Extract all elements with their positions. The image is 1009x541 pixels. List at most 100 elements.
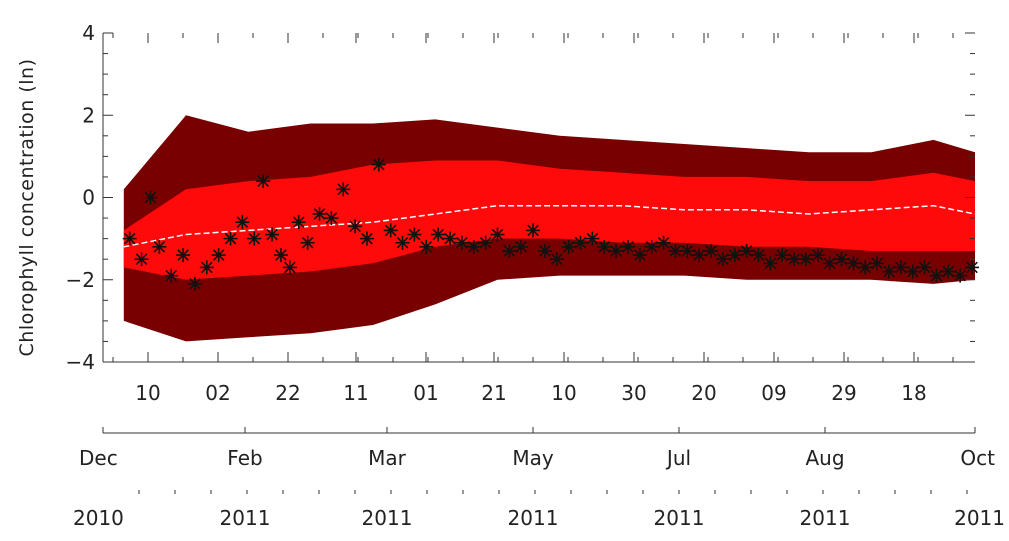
x-month-label: Mar [368,446,407,470]
observation-point [692,248,707,263]
x-day-label: 09 [761,381,786,405]
observation-point [134,252,149,267]
observation-point [300,235,315,250]
observation-point [561,239,576,254]
x-day-label: 01 [413,381,438,405]
observation-point [727,248,742,263]
observation-point [235,215,250,230]
observation-point [822,256,837,271]
observation-point [395,235,410,250]
observation-point [143,190,158,205]
y-tick-label: 2 [82,103,95,127]
observation-point [680,243,695,258]
x-year-label: 2011 [954,506,1005,530]
observation-point [187,276,202,291]
x-year-label: 2010 [73,506,124,530]
x-day-label: 18 [901,381,926,405]
x-year-label: 2011 [362,506,413,530]
observation-point [620,239,635,254]
observation-point [211,248,226,263]
observation-point [122,231,137,246]
observation-point [656,235,671,250]
observation-point [478,235,493,250]
observation-point [199,260,214,275]
observation-point [715,252,730,267]
observation-point [905,264,920,279]
observation-point [573,235,588,250]
observation-point [336,182,351,197]
observation-point [668,243,683,258]
observation-point [846,256,861,271]
observation-point [348,219,363,234]
observation-point [881,264,896,279]
y-tick-label: −4 [66,350,95,374]
observation-point [704,243,719,258]
x-day-label: 30 [621,381,646,405]
observation-point [359,231,374,246]
x-day-label: 29 [831,381,856,405]
y-axis-title: Chlorophyll concentration (ln) [16,59,38,357]
observation-point [443,231,458,246]
x-month-label: Dec [79,446,118,470]
observation-point [929,268,944,283]
x-day-label: 22 [275,381,300,405]
observation-point [775,248,790,263]
observation-point [739,243,754,258]
observation-point [585,231,600,246]
x-month-label: Jul [665,446,691,470]
observation-point [763,256,778,271]
observation-point [514,239,529,254]
observation-point [490,227,505,242]
axis-labels: 4 2 0 −2 −4 Chlorophyll concentration (ln) 10 0… [16,21,1005,530]
x-month-label: Aug [805,446,844,470]
observation-point [810,248,825,263]
observation-point [291,215,306,230]
observation-point [273,248,288,263]
x-month-label: May [512,446,554,470]
x-day-label: 10 [551,381,576,405]
observation-point [324,211,339,226]
y-tick-label: 0 [82,186,95,210]
observation-point [870,256,885,271]
observation-point [247,231,262,246]
observation-point [383,223,398,238]
y-tick-label: 4 [82,21,95,45]
x-month-label: Oct [960,446,995,470]
observation-point [265,227,280,242]
x-day-label: 02 [205,381,230,405]
observation-point [632,248,647,263]
observation-point [152,239,167,254]
observation-point [644,239,659,254]
y-tick-label: −2 [66,268,95,292]
x-day-label: 21 [481,381,506,405]
observation-point [858,260,873,275]
observation-point [502,243,517,258]
x-day-label: 11 [343,381,368,405]
x-day-label: 10 [135,381,160,405]
x-year-label: 2011 [800,506,851,530]
observation-point [454,235,469,250]
x-month-label: Feb [227,446,262,470]
observation-point [609,243,624,258]
x-year-label: 2011 [220,506,271,530]
axes [102,32,976,494]
observation-point [834,252,849,267]
observation-point [597,239,612,254]
observation-point [223,231,238,246]
observation-point [256,174,271,189]
x-year-label: 2011 [654,506,705,530]
observation-point [751,248,766,263]
observation-point [537,243,552,258]
observation-point [798,252,813,267]
observation-point [407,227,422,242]
observation-point [917,260,932,275]
observation-point [526,223,541,238]
observation-point [965,260,980,275]
inner-uncertainty-band [123,160,976,280]
observation-point [282,260,297,275]
observation-point [549,252,564,267]
observation-point [953,268,968,283]
observation-point [419,239,434,254]
observation-point [176,248,191,263]
